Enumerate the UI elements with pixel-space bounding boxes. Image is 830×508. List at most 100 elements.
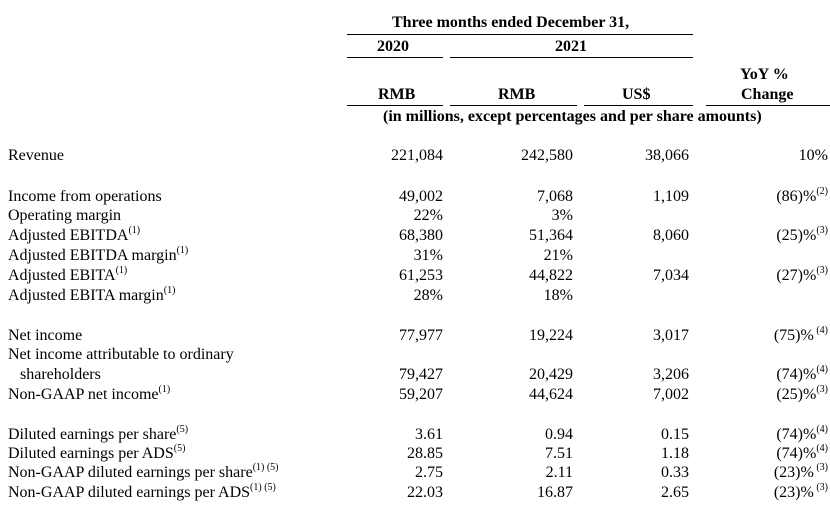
row-label: Non-GAAP diluted earnings per share(1) (… [8, 461, 279, 481]
currency-rmb-2020: RMB [378, 86, 416, 103]
yoy-value: (23)% (3) [773, 461, 828, 481]
footnote-marker: (1) [176, 244, 189, 256]
rmb-2020-value: 77,977 [399, 327, 443, 344]
row-label: shareholders [20, 366, 101, 383]
footnote-marker: (3) [816, 383, 828, 395]
table-row: Diluted earnings per share(5) 3.61 0.94 … [0, 423, 830, 445]
row-label: Adjusted EBITDA(1) [8, 224, 141, 244]
period-header: Three months ended December 31, [392, 14, 630, 31]
rmb-2021-value: 3% [551, 207, 573, 224]
rmb-2020-underline [347, 105, 443, 106]
rmb-2020-value: 2.75 [415, 464, 443, 481]
rmb-2021-underline [450, 105, 577, 106]
year-2020-header: 2020 [377, 38, 409, 55]
footnote-marker: (2) [816, 185, 828, 197]
footnote-marker: (1) [115, 264, 128, 276]
table-row: shareholders 79,427 20,429 3,206 (74)%(4… [0, 363, 830, 385]
usd-value: 7,034 [653, 267, 689, 284]
yoy-value: 10% [798, 147, 828, 164]
usd-value: 3,206 [653, 366, 689, 383]
footnote-marker: (4) [816, 363, 828, 375]
row-label: Adjusted EBITA(1) [8, 264, 128, 284]
yoy-value: (86)%(2) [776, 185, 828, 205]
footnote-marker: (1) (5) [252, 461, 279, 473]
usd-underline [584, 105, 693, 106]
yoy-value: (74)%(4) [776, 442, 828, 462]
footnote-marker: (3) [813, 481, 828, 493]
rmb-2020-value: 61,253 [399, 267, 443, 284]
yoy-header-line1: YoY % [740, 66, 789, 83]
footnote-marker: (1) [163, 284, 176, 296]
rmb-2021-value: 7.51 [545, 445, 573, 462]
usd-value: 1.18 [661, 445, 689, 462]
yoy-value: (23)% (3) [773, 481, 828, 501]
rmb-2020-value: 49,002 [399, 188, 443, 205]
table-row: Adjusted EBITDA(1) 68,380 51,364 8,060 (… [0, 224, 830, 246]
usd-value: 3,017 [653, 327, 689, 344]
footnote-marker: (1) [158, 383, 171, 395]
yoy-value: (25)%(3) [776, 224, 828, 244]
usd-value: 7,002 [653, 386, 689, 403]
currency-usd: US$ [622, 86, 651, 103]
table-row: Adjusted EBITA margin(1) 28% 18% [0, 284, 830, 306]
table-row: Non-GAAP net income(1) 59,207 44,624 7,0… [0, 383, 830, 405]
rmb-2020-value: 68,380 [399, 227, 443, 244]
table-row: Net income attributable to ordinary [0, 345, 830, 365]
usd-value: 2.65 [661, 484, 689, 501]
usd-value: 1,109 [653, 188, 689, 205]
rmb-2020-value: 28% [413, 287, 443, 304]
rmb-2021-value: 16.87 [537, 484, 573, 501]
rmb-2020-value: 79,427 [399, 366, 443, 383]
table-row: Revenue 221,084 242,580 38,066 10% [0, 146, 830, 166]
row-label: Non-GAAP diluted earnings per ADS(1) (5) [8, 481, 276, 501]
rmb-2020-value: 3.61 [415, 426, 443, 443]
row-label: Net income [8, 327, 83, 344]
rmb-2021-value: 44,624 [529, 386, 573, 403]
usd-value: 0.33 [661, 464, 689, 481]
rmb-2021-value: 18% [543, 287, 573, 304]
yoy-value: (74)%(4) [776, 423, 828, 443]
footnote-marker: (4) [816, 423, 828, 435]
period-underline [347, 34, 693, 35]
usd-value: 38,066 [645, 147, 689, 164]
year-2021-header: 2021 [555, 38, 587, 55]
row-label: Revenue [8, 147, 64, 164]
rmb-2021-value: 19,224 [529, 327, 573, 344]
rmb-2021-value: 51,364 [529, 227, 573, 244]
footnote-marker: (5) [173, 442, 186, 454]
yoy-value: (27)%(3) [776, 264, 828, 284]
rmb-2020-value: 22% [413, 207, 443, 224]
usd-value: 8,060 [653, 227, 689, 244]
rmb-2020-value: 59,207 [399, 386, 443, 403]
rmb-2020-value: 22.03 [407, 484, 443, 501]
footnote-marker: (5) [176, 423, 189, 435]
footnote-marker: (4) [816, 442, 828, 454]
table-row: Net income 77,977 19,224 3,017 (75)% (4) [0, 324, 830, 346]
table-row: Income from operations 49,002 7,068 1,10… [0, 185, 830, 207]
footnote-marker: (4) [813, 324, 828, 336]
yoy-value: (74)%(4) [776, 363, 828, 383]
yoy-value: (25)%(3) [776, 383, 828, 403]
footnote-marker: (3) [813, 461, 828, 473]
table-row: Adjusted EBITA(1) 61,253 44,822 7,034 (2… [0, 264, 830, 286]
footnote-marker: (1) (5) [250, 481, 276, 493]
row-label: Non-GAAP net income(1) [8, 383, 171, 403]
yoy-header-line2: Change [741, 86, 794, 103]
units-note: (in millions, except percentages and per… [383, 108, 762, 125]
rmb-2021-value: 44,822 [529, 267, 573, 284]
row-label: Operating margin [8, 207, 122, 224]
row-label: Net income attributable to ordinary [8, 346, 234, 363]
rmb-2020-value: 221,084 [391, 147, 443, 164]
rmb-2021-value: 0.94 [545, 426, 573, 443]
table-row: Non-GAAP diluted earnings per ADS(1) (5)… [0, 481, 830, 503]
currency-rmb-2021: RMB [498, 86, 536, 103]
year-2021-underline [450, 57, 693, 58]
rmb-2021-value: 2.11 [545, 464, 573, 481]
usd-value: 0.15 [661, 426, 689, 443]
row-label: Diluted earnings per ADS(5) [8, 442, 186, 462]
row-label: Income from operations [8, 188, 162, 205]
rmb-2021-value: 21% [543, 247, 573, 264]
footnote-marker: (3) [816, 264, 828, 276]
row-label: Diluted earnings per share(5) [8, 423, 189, 443]
